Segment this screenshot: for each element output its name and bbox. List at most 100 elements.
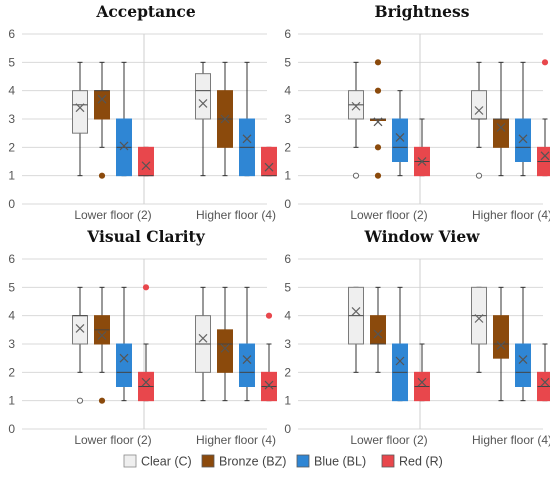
y-tick-label: 2 bbox=[8, 140, 15, 154]
mean-marker bbox=[141, 161, 151, 171]
category-label: Lower floor (2) bbox=[350, 208, 427, 222]
y-tick-label: 5 bbox=[8, 280, 15, 294]
box-body bbox=[195, 73, 211, 120]
y-tick-label: 6 bbox=[284, 27, 291, 41]
y-tick-label: 0 bbox=[284, 422, 291, 436]
category-label: Higher floor (4) bbox=[196, 208, 276, 222]
mean-marker bbox=[496, 123, 506, 132]
box-bronze-bz-lower-floor-2 bbox=[94, 286, 110, 404]
legend-swatch bbox=[123, 454, 137, 468]
mean-marker bbox=[198, 98, 208, 108]
mean-marker bbox=[373, 329, 383, 339]
legend-label: Blue (BL) bbox=[314, 455, 366, 469]
mean-marker bbox=[242, 355, 252, 365]
mean-marker bbox=[97, 94, 107, 104]
mean-marker bbox=[75, 103, 85, 113]
box-bronze-bz-lower-floor-2 bbox=[370, 286, 386, 373]
box-body bbox=[493, 315, 509, 359]
box-clear-c-lower-floor-2 bbox=[348, 286, 364, 373]
panel-title: Window View bbox=[363, 227, 480, 246]
box-red-r-higher-floor-4 bbox=[537, 59, 550, 177]
box-bronze-bz-higher-floor-4 bbox=[217, 61, 233, 177]
box-body bbox=[515, 343, 531, 387]
y-tick-label: 6 bbox=[8, 252, 15, 266]
y-tick-label: 4 bbox=[8, 309, 15, 323]
legend-swatch bbox=[296, 454, 310, 468]
box-clear-c-higher-floor-4 bbox=[195, 61, 211, 177]
y-tick-label: 1 bbox=[8, 394, 15, 408]
box-body bbox=[217, 329, 233, 373]
mean-marker bbox=[75, 323, 85, 333]
y-tick-label: 6 bbox=[284, 252, 291, 266]
outlier-point bbox=[374, 87, 382, 94]
box-body bbox=[72, 315, 88, 345]
box-body bbox=[392, 118, 408, 162]
box-blue-bl-higher-floor-4 bbox=[239, 286, 255, 402]
box-red-r-lower-floor-2 bbox=[138, 146, 154, 177]
panel-title: Acceptance bbox=[95, 2, 196, 21]
mean-marker bbox=[351, 101, 361, 111]
panel-window-view: 0 1 2 3 4 5 6 Lower floor (2) Higher floor (4) Wi… bbox=[284, 227, 550, 447]
legend-label: Clear (C) bbox=[141, 455, 192, 469]
box-body bbox=[72, 90, 88, 134]
mean-marker bbox=[119, 141, 129, 151]
panel-visual-clarity: 0 1 2 3 4 5 6 Lower floor (2) Higher floor (4) Vi… bbox=[8, 227, 277, 447]
box-blue-bl-higher-floor-4 bbox=[515, 61, 531, 177]
y-tick-label: 3 bbox=[284, 112, 291, 126]
box-red-r-higher-floor-4 bbox=[261, 312, 277, 402]
box-blue-bl-lower-floor-2 bbox=[116, 286, 132, 402]
category-label: Higher floor (4) bbox=[472, 208, 550, 222]
mean-marker bbox=[474, 314, 484, 323]
y-tick-label: 5 bbox=[284, 280, 291, 294]
box-blue-bl-higher-floor-4 bbox=[515, 286, 531, 402]
y-tick-label: 0 bbox=[8, 422, 15, 436]
box-clear-c-higher-floor-4 bbox=[195, 286, 211, 402]
panel-brightness: 0 1 2 3 4 5 6 Lower floor (2) Higher floor (4) Br… bbox=[284, 2, 550, 222]
box-body bbox=[261, 146, 277, 177]
box-body bbox=[493, 118, 509, 148]
legend-item-red-r: Red (R) bbox=[381, 455, 443, 469]
box-red-r-lower-floor-2 bbox=[138, 284, 154, 402]
y-tick-label: 6 bbox=[8, 27, 15, 41]
mean-marker bbox=[242, 134, 252, 144]
category-label: Lower floor (2) bbox=[350, 433, 427, 447]
mean-marker bbox=[198, 333, 208, 343]
box-bronze-bz-lower-floor-2 bbox=[370, 59, 386, 179]
outlier-point bbox=[265, 312, 273, 319]
mean-marker bbox=[518, 134, 528, 144]
panel-title: Visual Clarity bbox=[86, 227, 205, 246]
y-tick-label: 4 bbox=[8, 84, 15, 98]
legend-label: Red (R) bbox=[399, 455, 443, 469]
panel-acceptance: 0 1 2 3 4 5 6 Lower floor (2) Higher floor (4) Ac… bbox=[8, 2, 277, 222]
box-bronze-bz-higher-floor-4 bbox=[217, 286, 233, 402]
mean-marker bbox=[141, 377, 151, 387]
y-tick-label: 2 bbox=[284, 365, 291, 379]
box-body bbox=[138, 146, 154, 177]
y-tick-label: 1 bbox=[284, 394, 291, 408]
box-body bbox=[94, 90, 110, 120]
y-tick-label: 2 bbox=[8, 365, 15, 379]
legend: Clear (C) Bronze (BZ) Blue (BL) Red (R) bbox=[123, 454, 443, 469]
mean-marker bbox=[351, 306, 361, 316]
box-red-r-lower-floor-2 bbox=[414, 118, 430, 177]
mean-marker bbox=[97, 331, 107, 340]
box-clear-c-higher-floor-4 bbox=[471, 286, 487, 373]
mean-marker bbox=[518, 355, 528, 365]
y-tick-label: 0 bbox=[284, 197, 291, 211]
y-tick-label: 3 bbox=[8, 337, 15, 351]
category-label: Higher floor (4) bbox=[196, 433, 276, 447]
category-label: Lower floor (2) bbox=[74, 208, 151, 222]
mean-marker bbox=[417, 377, 427, 387]
panel-title: Brightness bbox=[374, 2, 469, 21]
outlier-point bbox=[475, 172, 483, 179]
box-red-r-higher-floor-4 bbox=[537, 343, 550, 402]
legend-item-bronze-bz: Bronze (BZ) bbox=[201, 455, 286, 469]
category-label: Lower floor (2) bbox=[74, 433, 151, 447]
box-blue-bl-lower-floor-2 bbox=[392, 286, 408, 402]
y-tick-label: 4 bbox=[284, 84, 291, 98]
box-blue-bl-lower-floor-2 bbox=[392, 90, 408, 177]
outlier-point bbox=[374, 172, 382, 179]
mean-marker bbox=[540, 151, 550, 161]
box-body bbox=[515, 118, 531, 162]
